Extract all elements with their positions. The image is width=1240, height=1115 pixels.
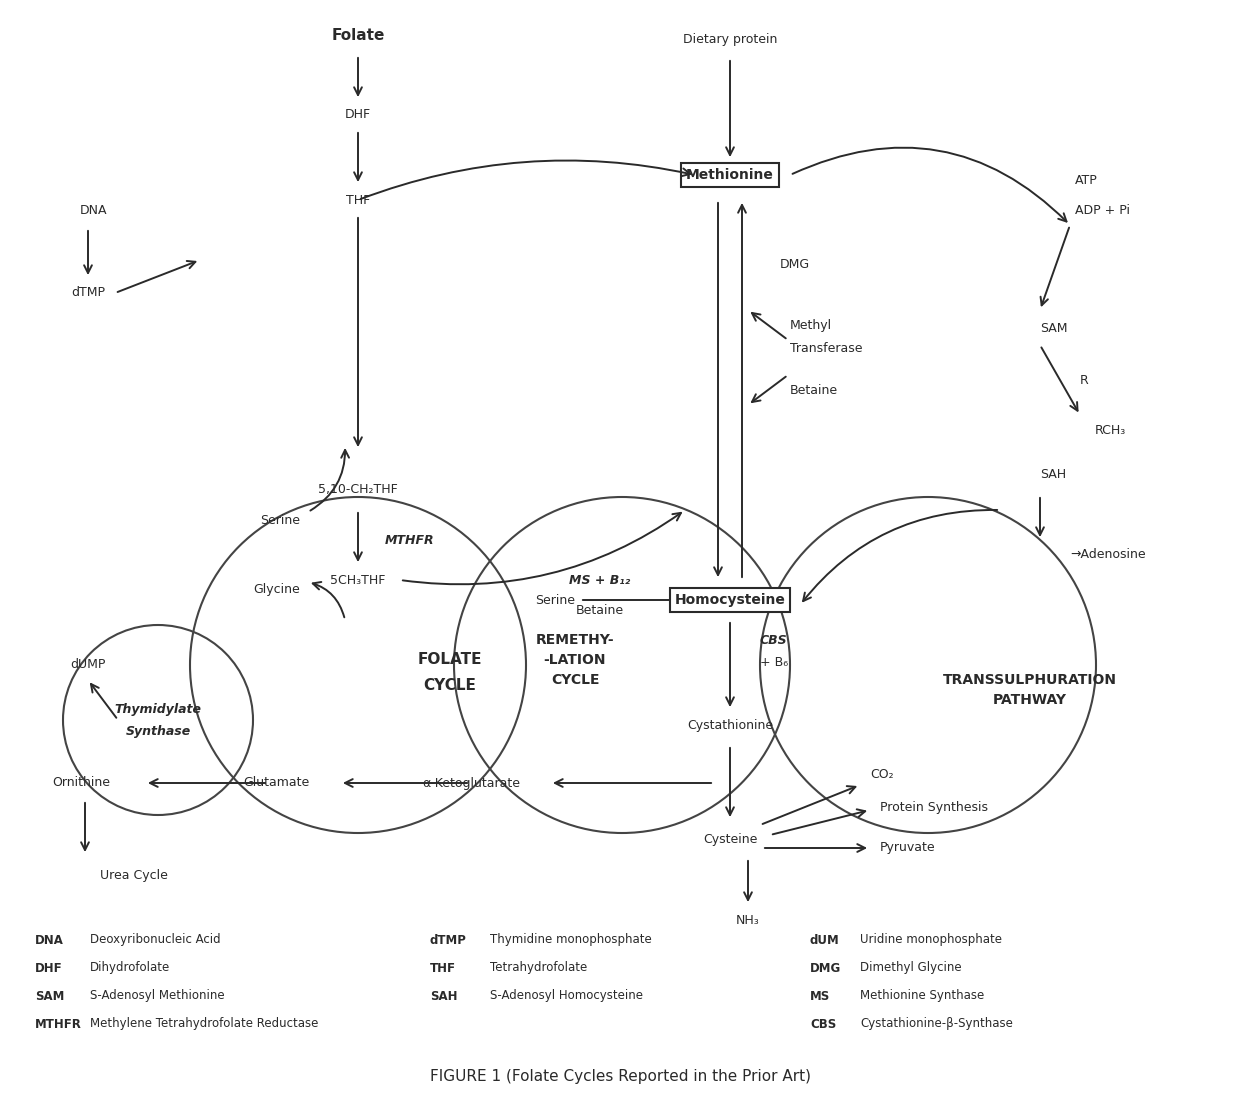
Text: REMETHY-: REMETHY-	[536, 633, 614, 647]
Text: Cystathionine: Cystathionine	[687, 718, 773, 731]
Text: Uridine monophosphate: Uridine monophosphate	[861, 933, 1002, 947]
Text: CBS: CBS	[810, 1018, 836, 1030]
Text: MTHFR: MTHFR	[384, 533, 435, 546]
Text: Pyruvate: Pyruvate	[880, 842, 936, 854]
Text: Betaine: Betaine	[790, 384, 838, 397]
Text: Methylene Tetrahydrofolate Reductase: Methylene Tetrahydrofolate Reductase	[91, 1018, 319, 1030]
Text: SAH: SAH	[430, 989, 458, 1002]
Text: 5,10-CH₂THF: 5,10-CH₂THF	[319, 484, 398, 496]
Text: CYCLE: CYCLE	[551, 673, 599, 687]
Text: ADP + Pi: ADP + Pi	[1075, 204, 1130, 216]
Text: DHF: DHF	[345, 108, 371, 122]
Text: dTMP: dTMP	[430, 933, 467, 947]
Text: DNA: DNA	[81, 204, 108, 216]
Text: ATP: ATP	[1075, 174, 1097, 186]
Text: CBS: CBS	[760, 633, 787, 647]
Text: DMG: DMG	[780, 259, 810, 271]
Text: R: R	[1080, 374, 1089, 387]
Text: DHF: DHF	[35, 961, 63, 975]
Text: Betaine: Betaine	[575, 603, 624, 617]
Text: RCH₃: RCH₃	[1095, 424, 1126, 436]
Text: PATHWAY: PATHWAY	[993, 694, 1066, 707]
Text: Cystathionine-β-Synthase: Cystathionine-β-Synthase	[861, 1018, 1013, 1030]
Text: SAH: SAH	[1040, 468, 1066, 482]
Text: Glutamate: Glutamate	[244, 776, 310, 789]
Text: dUM: dUM	[810, 933, 839, 947]
Text: S-Adenosyl Methionine: S-Adenosyl Methionine	[91, 989, 224, 1002]
Text: Methionine: Methionine	[686, 168, 774, 182]
Text: Dimethyl Glycine: Dimethyl Glycine	[861, 961, 962, 975]
Text: MS: MS	[810, 989, 831, 1002]
Text: SAM: SAM	[1040, 321, 1068, 334]
Text: →Adenosine: →Adenosine	[1070, 549, 1146, 562]
Text: Cysteine: Cysteine	[703, 834, 758, 846]
Text: CYCLE: CYCLE	[424, 678, 476, 692]
Text: FIGURE 1 (Folate Cycles Reported in the Prior Art): FIGURE 1 (Folate Cycles Reported in the …	[429, 1069, 811, 1085]
Text: MS + B₁₂: MS + B₁₂	[569, 573, 631, 586]
Text: Deoxyribonucleic Acid: Deoxyribonucleic Acid	[91, 933, 221, 947]
Text: -LATION: -LATION	[544, 653, 606, 667]
Text: Dihydrofolate: Dihydrofolate	[91, 961, 170, 975]
Text: Synthase: Synthase	[125, 726, 191, 738]
Text: CO₂: CO₂	[870, 768, 894, 782]
Text: α-Ketoglutarate: α-Ketoglutarate	[422, 776, 520, 789]
Text: Serine: Serine	[534, 593, 575, 607]
Text: DNA: DNA	[35, 933, 64, 947]
Text: Tetrahydrofolate: Tetrahydrofolate	[490, 961, 588, 975]
Text: Glycine: Glycine	[253, 583, 300, 597]
Text: Thymidylate: Thymidylate	[114, 704, 201, 717]
Text: dTMP: dTMP	[71, 287, 105, 300]
Text: TRANSSULPHURATION: TRANSSULPHURATION	[942, 673, 1117, 687]
Text: 5CH₃THF: 5CH₃THF	[330, 573, 386, 586]
Text: THF: THF	[430, 961, 456, 975]
Text: DMG: DMG	[810, 961, 841, 975]
Text: + B₆: + B₆	[760, 656, 789, 669]
Text: Urea Cycle: Urea Cycle	[100, 869, 167, 882]
Text: MTHFR: MTHFR	[35, 1018, 82, 1030]
Text: Thymidine monophosphate: Thymidine monophosphate	[490, 933, 652, 947]
Text: NH₃: NH₃	[737, 913, 760, 927]
Text: S-Adenosyl Homocysteine: S-Adenosyl Homocysteine	[490, 989, 644, 1002]
Text: dUMP: dUMP	[71, 659, 105, 671]
Text: Ornithine: Ornithine	[52, 776, 110, 789]
Text: Dietary protein: Dietary protein	[683, 33, 777, 47]
Text: Methyl: Methyl	[790, 319, 832, 331]
Text: Folate: Folate	[331, 28, 384, 42]
Text: Serine: Serine	[260, 514, 300, 526]
Text: Protein Synthesis: Protein Synthesis	[880, 802, 988, 814]
Text: THF: THF	[346, 194, 370, 206]
Text: FOLATE: FOLATE	[418, 652, 482, 668]
Text: Transferase: Transferase	[790, 341, 863, 355]
Text: Methionine Synthase: Methionine Synthase	[861, 989, 985, 1002]
Text: SAM: SAM	[35, 989, 64, 1002]
Text: Homocysteine: Homocysteine	[675, 593, 785, 607]
